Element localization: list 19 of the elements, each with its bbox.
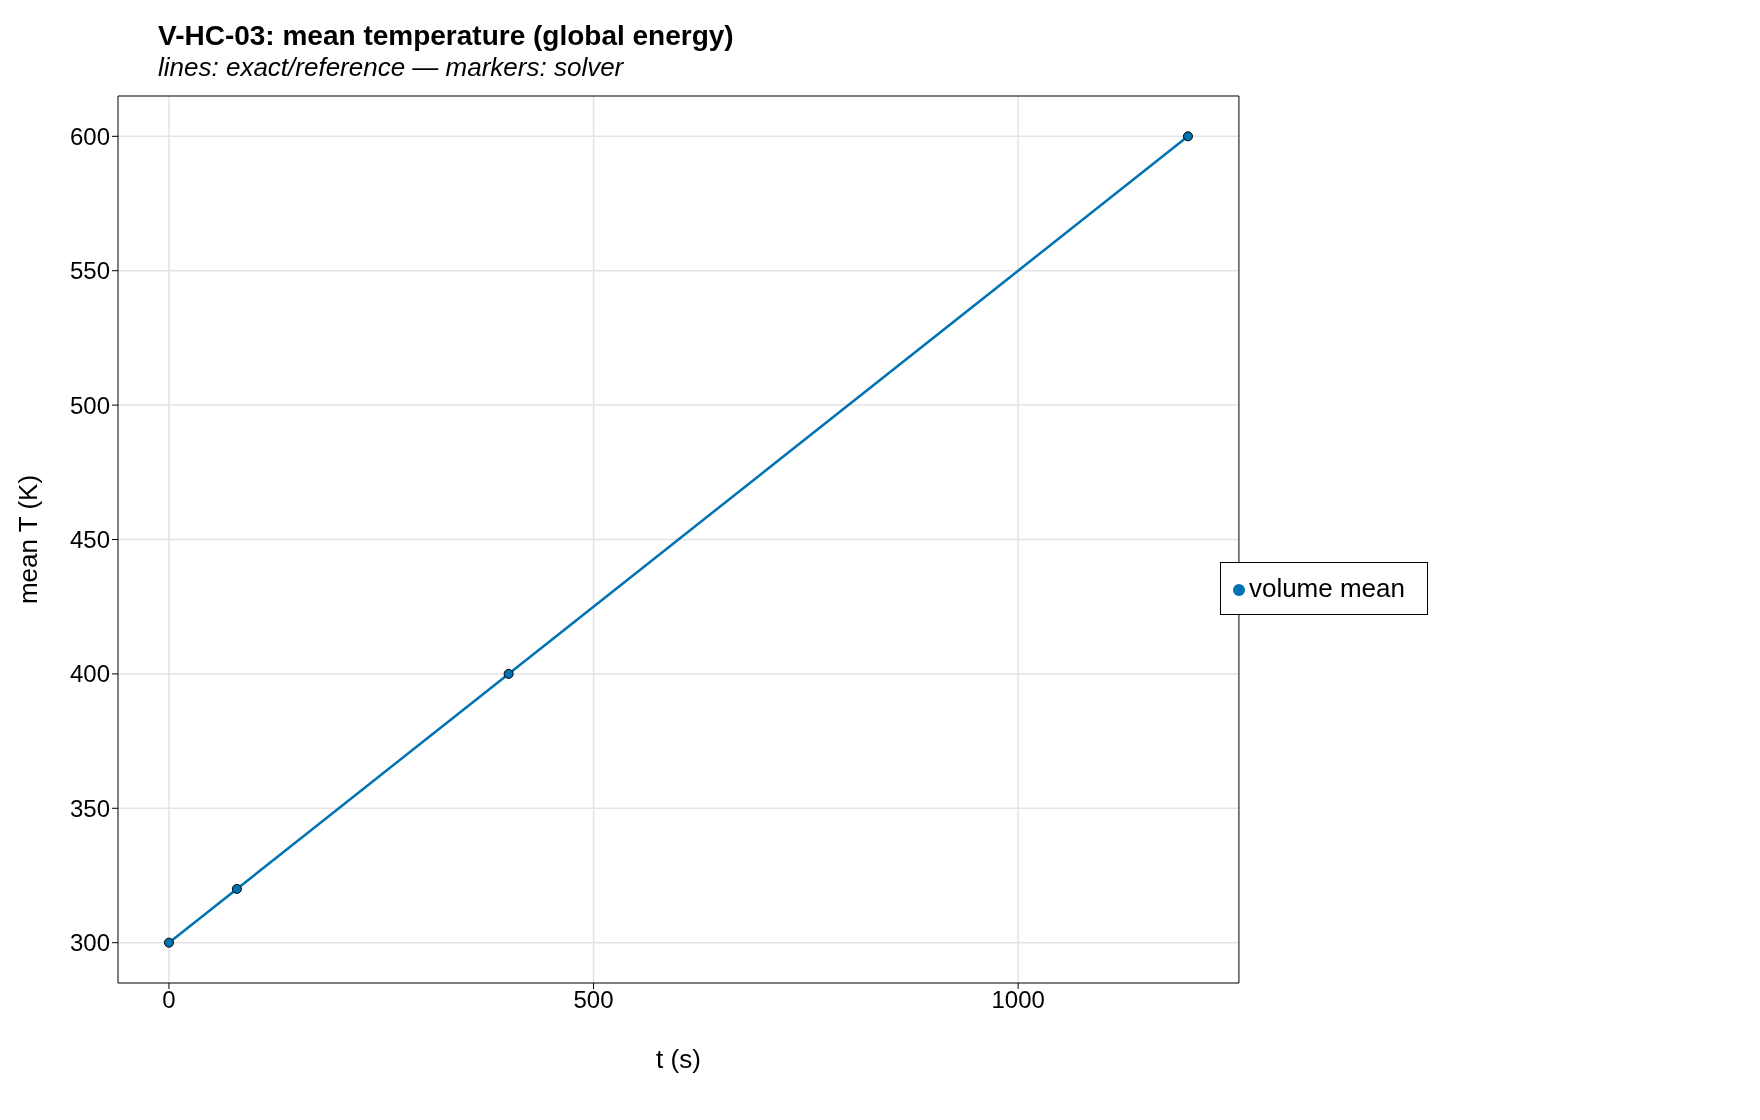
x-tick-label: 1000 (991, 986, 1045, 1014)
x-tick-label: 0 (162, 986, 176, 1014)
legend-label: volume mean (1248, 572, 1405, 603)
y-tick-label: 350 (69, 794, 110, 822)
y-tick-label: 550 (69, 257, 110, 285)
y-tick-label: 600 (69, 122, 110, 150)
y-tick-label: 300 (69, 929, 110, 957)
y-tick-label: 450 (69, 526, 110, 554)
y-axis-title: mean T (K) (13, 474, 44, 605)
x-axis-title: t (s) (656, 1044, 701, 1074)
chart-subtitle: lines: exact/reference — markers: solver (158, 52, 625, 83)
y-tick-label: 400 (69, 660, 110, 688)
point (1182, 131, 1193, 142)
point (231, 883, 242, 894)
x-tick-label: 500 (573, 986, 614, 1014)
point (503, 668, 514, 679)
y-tick-label: 500 (69, 391, 110, 419)
chart-title: V-HC-03: mean temperature (global energy) (158, 20, 735, 52)
point (163, 937, 174, 948)
